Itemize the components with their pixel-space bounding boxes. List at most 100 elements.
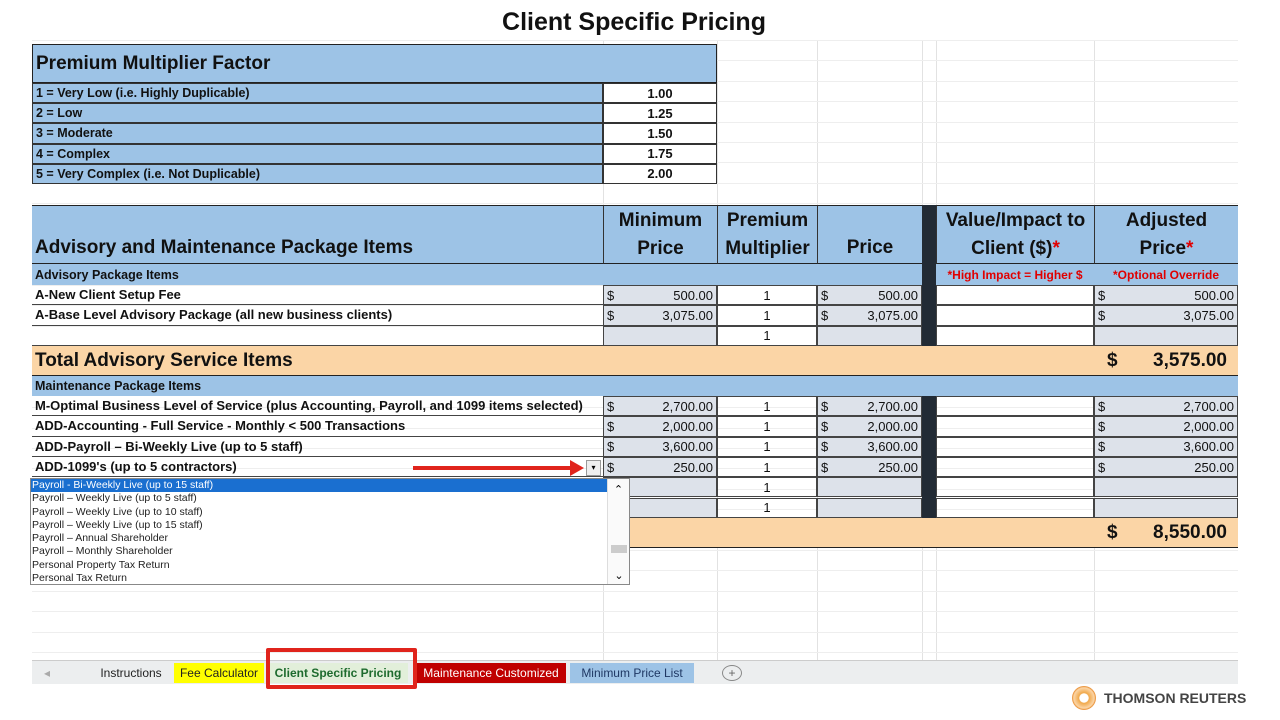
price-cell[interactable] bbox=[817, 497, 922, 518]
multiplier-input[interactable]: 1 bbox=[717, 396, 817, 417]
min-price-header[interactable]: Minimum Price bbox=[603, 205, 717, 264]
premium-label[interactable]: 4 = Complex bbox=[32, 143, 603, 164]
multiplier-input[interactable]: 1 bbox=[717, 456, 817, 478]
min-price-cell[interactable] bbox=[603, 325, 717, 346]
item-label[interactable] bbox=[32, 326, 603, 346]
adjusted-note[interactable]: *Optional Override bbox=[1094, 264, 1238, 285]
price-cell[interactable]: $2,000.00 bbox=[817, 416, 922, 437]
value-impact-input[interactable] bbox=[936, 285, 1094, 306]
dropdown-option[interactable]: Payroll – Annual Shareholder bbox=[32, 532, 169, 545]
value-impact-input[interactable] bbox=[936, 436, 1094, 457]
sheet-tab[interactable]: Client Specific Pricing bbox=[268, 663, 408, 683]
value-impact-input[interactable] bbox=[936, 477, 1094, 498]
dropdown-option[interactable]: Personal Property Tax Return bbox=[32, 558, 170, 571]
multiplier-input[interactable]: 1 bbox=[717, 497, 817, 518]
min-price-cell[interactable]: $250.00 bbox=[603, 456, 717, 478]
item-label[interactable]: ADD-Payroll – Bi-Weekly Live (up to 5 st… bbox=[32, 437, 603, 457]
dropdown-scrollbar[interactable]: ⌃ ⌄ bbox=[607, 479, 629, 584]
premium-value[interactable]: 1.50 bbox=[603, 123, 717, 144]
value-impact-input[interactable] bbox=[936, 456, 1094, 478]
sheet-tab[interactable]: Instructions bbox=[90, 663, 172, 683]
adjusted-price-header-line: Price* bbox=[1140, 235, 1194, 263]
adjusted-price-input[interactable] bbox=[1094, 477, 1238, 498]
multiplier-input[interactable]: 1 bbox=[717, 325, 817, 346]
multiplier-input[interactable]: 1 bbox=[717, 285, 817, 306]
price-cell[interactable] bbox=[817, 477, 922, 498]
multiplier-input[interactable]: 1 bbox=[717, 416, 817, 437]
adjusted-price-input[interactable]: $2,000.00 bbox=[1094, 416, 1238, 437]
premium-label[interactable]: 2 = Low bbox=[32, 103, 603, 124]
dropdown-list[interactable]: Payroll - Bi-Weekly Live (up to 15 staff… bbox=[30, 478, 630, 585]
dropdown-option[interactable]: Payroll – Weekly Live (up to 10 staff) bbox=[32, 505, 203, 518]
premium-value[interactable]: 1.00 bbox=[603, 83, 717, 104]
multiplier-header-text: Premium bbox=[726, 209, 809, 231]
adjusted-price-header[interactable]: Adjusted Price* bbox=[1094, 205, 1238, 264]
price-cell[interactable] bbox=[817, 325, 922, 346]
adjusted-price-input[interactable]: $3,600.00 bbox=[1094, 436, 1238, 457]
currency-symbol: $ bbox=[1107, 521, 1118, 543]
total-advisory-row[interactable]: Total Advisory Service Items $3,575.00 bbox=[32, 346, 1238, 376]
dropdown-arrow-button[interactable]: ▾ bbox=[586, 460, 601, 476]
scroll-up-icon[interactable]: ⌃ bbox=[613, 484, 624, 496]
advisory-section-label[interactable]: Advisory Package Items bbox=[32, 264, 922, 285]
multiplier-input[interactable]: 1 bbox=[717, 436, 817, 457]
add-sheet-icon[interactable]: + bbox=[722, 665, 742, 681]
multiplier-header[interactable]: Premium Multiplier bbox=[717, 205, 817, 264]
adjusted-price-input[interactable]: $250.00 bbox=[1094, 456, 1238, 478]
value-impact-input[interactable] bbox=[936, 416, 1094, 437]
currency-symbol: $ bbox=[607, 439, 615, 455]
multiplier-input[interactable]: 1 bbox=[717, 477, 817, 498]
price-cell[interactable]: $250.00 bbox=[817, 456, 922, 478]
value-impact-header[interactable]: Value/Impact to Client ($)* bbox=[936, 205, 1094, 264]
premium-value[interactable]: 1.75 bbox=[603, 143, 717, 164]
adjusted-price-input[interactable]: $2,700.00 bbox=[1094, 396, 1238, 417]
sheet-tab[interactable]: Fee Calculator bbox=[174, 663, 264, 683]
scroll-down-icon[interactable]: ⌄ bbox=[614, 570, 624, 582]
currency-symbol: $ bbox=[1098, 287, 1106, 303]
dropdown-option[interactable]: Payroll – Weekly Live (up to 15 staff) bbox=[32, 518, 203, 531]
item-label[interactable]: ADD-Accounting - Full Service - Monthly … bbox=[32, 416, 603, 437]
value-impact-input[interactable] bbox=[936, 305, 1094, 326]
price-header[interactable]: Price bbox=[817, 205, 922, 264]
price-cell[interactable]: $3,075.00 bbox=[817, 305, 922, 326]
price-cell[interactable]: $500.00 bbox=[817, 285, 922, 306]
adjusted-price-input[interactable]: $500.00 bbox=[1094, 285, 1238, 306]
price-cell[interactable]: $2,700.00 bbox=[817, 396, 922, 417]
dropdown-option[interactable]: Payroll – Weekly Live (up to 5 staff) bbox=[32, 492, 197, 505]
sheet-tab[interactable]: Maintenance Customized bbox=[416, 663, 566, 683]
adjusted-price-input[interactable]: $3,075.00 bbox=[1094, 305, 1238, 326]
spreadsheet-grid[interactable]: Premium Multiplier Factor 1 = Very Low (i… bbox=[32, 40, 1238, 660]
min-price-cell[interactable]: $3,075.00 bbox=[603, 305, 717, 326]
adjusted-price-input[interactable] bbox=[1094, 497, 1238, 518]
min-price-cell[interactable]: $500.00 bbox=[603, 285, 717, 306]
scroll-thumb[interactable] bbox=[611, 545, 627, 553]
dropdown-option[interactable]: Personal Tax Return bbox=[32, 572, 127, 585]
premium-label[interactable]: 5 = Very Complex (i.e. Not Duplicable) bbox=[32, 163, 603, 184]
dropdown-option[interactable]: Payroll – Monthly Shareholder bbox=[32, 545, 173, 558]
min-price-cell[interactable]: $2,700.00 bbox=[603, 396, 717, 417]
premium-header[interactable]: Premium Multiplier Factor bbox=[32, 44, 717, 83]
amount: 3,600.00 bbox=[1183, 439, 1234, 455]
value-impact-input[interactable] bbox=[936, 497, 1094, 518]
maintenance-section-label[interactable]: Maintenance Package Items bbox=[32, 376, 1238, 396]
dropdown-option[interactable]: Payroll - Bi-Weekly Live (up to 15 staff… bbox=[31, 479, 608, 493]
item-label[interactable]: M-Optimal Business Level of Service (plu… bbox=[32, 396, 603, 417]
premium-label[interactable]: 3 = Moderate bbox=[32, 123, 603, 144]
value-impact-input[interactable] bbox=[936, 325, 1094, 346]
premium-label[interactable]: 1 = Very Low (i.e. Highly Duplicable) bbox=[32, 83, 603, 104]
min-price-cell[interactable]: $3,600.00 bbox=[603, 436, 717, 457]
price-cell[interactable]: $3,600.00 bbox=[817, 436, 922, 457]
multiplier-input[interactable]: 1 bbox=[717, 305, 817, 326]
adjusted-price-input[interactable] bbox=[1094, 325, 1238, 346]
premium-value[interactable]: 1.25 bbox=[603, 103, 717, 124]
tab-scroll-left-icon[interactable]: ◂ bbox=[44, 666, 51, 680]
value-impact-input[interactable] bbox=[936, 396, 1094, 417]
item-label[interactable]: ADD-1099's (up to 5 contractors) bbox=[32, 457, 603, 478]
item-label[interactable]: A-New Client Setup Fee bbox=[32, 285, 603, 306]
premium-value[interactable]: 2.00 bbox=[603, 163, 717, 184]
sheet-tab[interactable]: Minimum Price List bbox=[570, 663, 694, 683]
items-header[interactable]: Advisory and Maintenance Package Items bbox=[32, 205, 603, 264]
min-price-cell[interactable]: $2,000.00 bbox=[603, 416, 717, 437]
item-label[interactable]: A-Base Level Advisory Package (all new b… bbox=[32, 305, 603, 326]
value-note[interactable]: *High Impact = Higher $ bbox=[936, 264, 1094, 285]
